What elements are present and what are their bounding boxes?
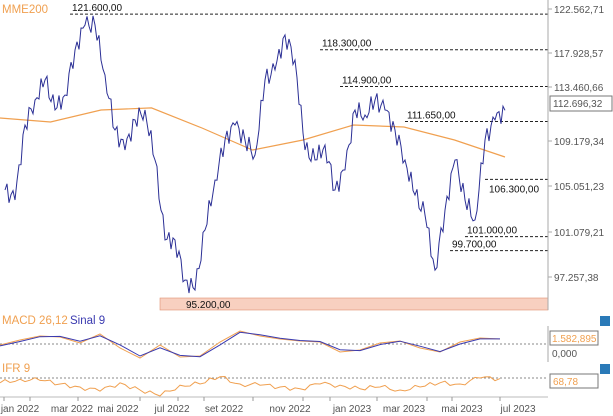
x-tick-label: jul 2023 <box>499 404 535 415</box>
level-label: 106.300,00 <box>489 184 539 195</box>
x-tick-label: jan 2023 <box>332 404 372 415</box>
level-label: 114.900,00 <box>342 75 392 86</box>
y-tick-label: 113.460,66 <box>554 83 604 94</box>
y-tick-label: 117.928,57 <box>554 49 604 60</box>
x-tick-label: set 2022 <box>205 404 244 415</box>
y-tick-label: 122.562,71 <box>554 5 604 16</box>
ifr-value-label: 68,78 <box>553 377 578 388</box>
level-label: 95.200,00 <box>186 300 231 311</box>
level-label: 121.600,00 <box>72 3 122 14</box>
current-price-box <box>549 95 613 112</box>
macd-zero-label: 0,000 <box>552 349 577 360</box>
y-tick-label: 97.257,38 <box>554 273 599 284</box>
level-label: 99.700,00 <box>452 240 497 251</box>
level-label: 101.000,00 <box>467 226 517 237</box>
x-tick-label: jul 2022 <box>153 404 189 415</box>
x-tick-label: nov 2022 <box>269 404 311 415</box>
price-panel: 121.600,00 118.300,00 114.900,00 111.650,00… <box>0 3 549 311</box>
y-tick-label: 101.079,21 <box>554 228 604 239</box>
ifr-panel: IFR 9 68,78 <box>0 363 610 397</box>
signal-line <box>0 331 500 358</box>
macd-settings-icon[interactable] <box>600 316 610 326</box>
x-tick-label: mai 2023 <box>441 404 483 415</box>
macd-legend: MACD 26,12 <box>2 315 68 327</box>
ifr-line <box>0 375 501 397</box>
x-tick-label: mar 2023 <box>383 404 426 415</box>
x-tick-label: jan 2022 <box>0 404 40 415</box>
level-label: 118.300,00 <box>322 39 372 50</box>
macd-value-label: 1.582,895 <box>552 334 597 345</box>
mme200-line <box>0 107 506 158</box>
mme200-legend: MME200 <box>2 4 48 16</box>
ifr-value-box <box>549 373 599 389</box>
macd-panel: MACD 26,12 Sinal 9 1.582,895 0,000 <box>0 315 610 362</box>
y-tick-label: 105.051,23 <box>554 182 604 193</box>
price-line <box>4 15 506 294</box>
ifr-settings-icon[interactable] <box>600 364 610 374</box>
macd-value-box <box>549 330 599 346</box>
current-price-label: 112.696,32 <box>553 99 603 110</box>
level-label: 111.650,00 <box>407 111 456 122</box>
x-tick-label: mai 2022 <box>97 404 139 415</box>
x-tick-label: mar 2022 <box>51 404 94 415</box>
y-tick-label: 109.179,34 <box>554 137 604 148</box>
ifr-legend: IFR 9 <box>2 363 30 375</box>
signal-legend: Sinal 9 <box>70 315 105 327</box>
